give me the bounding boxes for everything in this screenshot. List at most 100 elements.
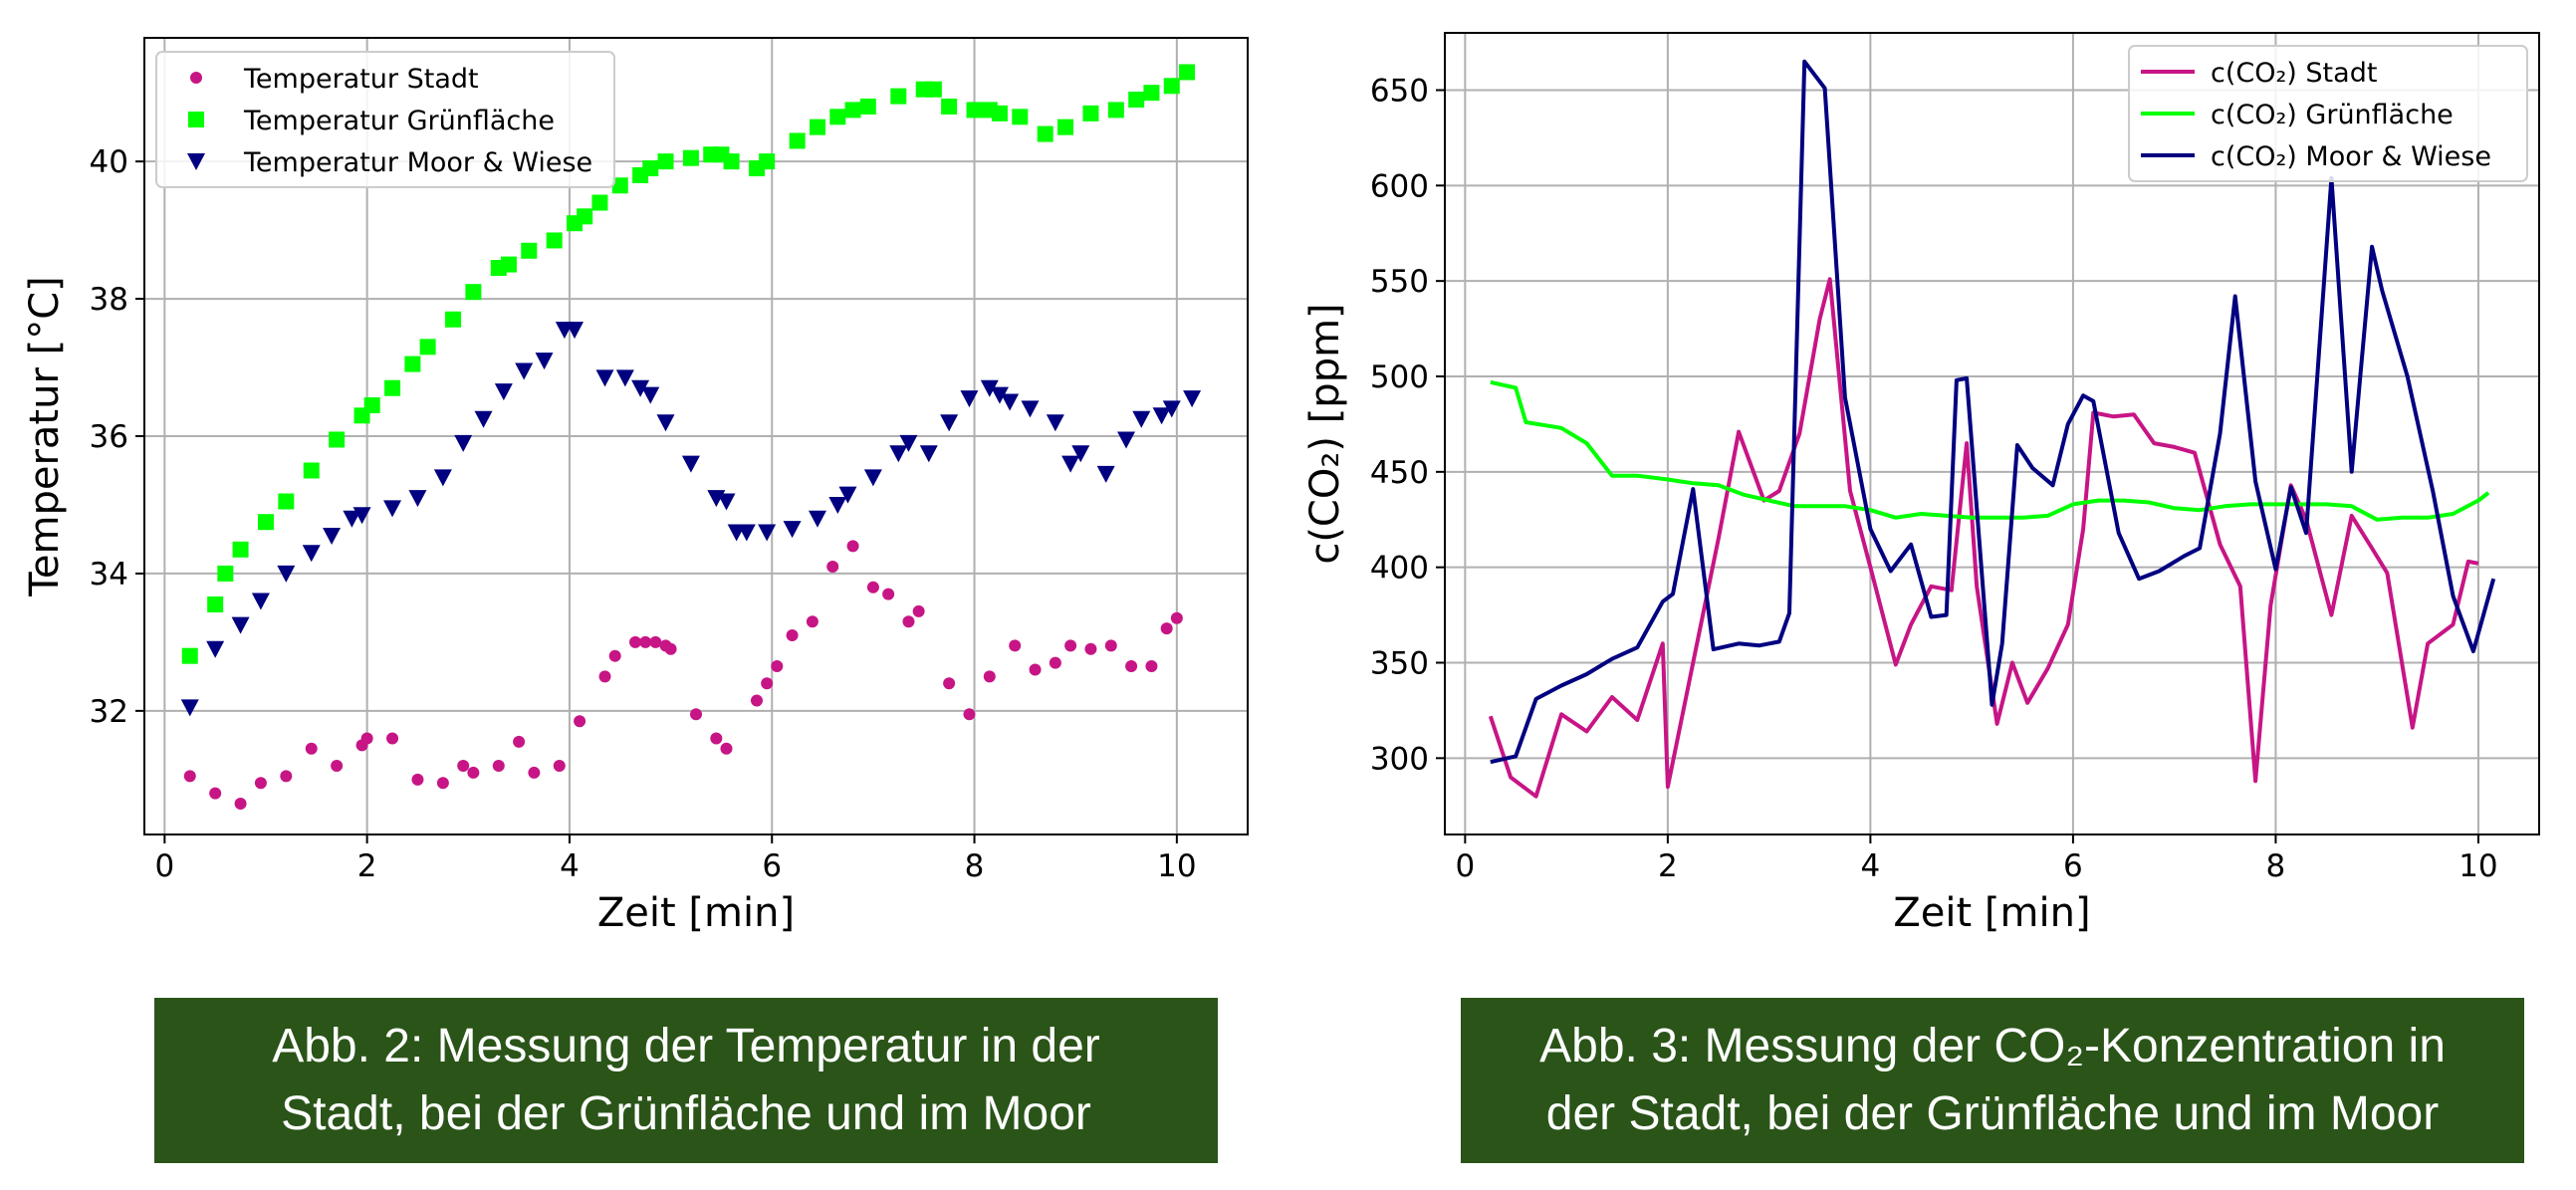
data-point: [1160, 622, 1173, 635]
data-point: [608, 649, 621, 662]
data-point: [419, 339, 436, 356]
data-point: [329, 431, 346, 448]
legend-box: [2128, 45, 2528, 182]
data-point: [809, 119, 825, 135]
data-point: [1049, 656, 1061, 669]
data-point: [436, 777, 449, 790]
data-point: [759, 153, 776, 170]
data-point: [1107, 102, 1124, 119]
data-point: [980, 379, 999, 397]
data-point: [515, 362, 534, 380]
y-tick-label: 32: [90, 694, 128, 730]
data-point: [919, 445, 938, 463]
data-point: [303, 462, 320, 479]
temperature-chart: 0 2 4 6 8 10 32 34 36 38 40 Zeit [min] Temperatur [°…: [22, 37, 1249, 936]
data-point: [1061, 455, 1080, 473]
data-point: [207, 595, 224, 612]
data-point: [960, 390, 979, 408]
data-point: [838, 486, 857, 504]
data-point: [611, 177, 628, 194]
data-point: [411, 773, 424, 786]
data-point: [789, 132, 806, 149]
data-point: [720, 742, 733, 755]
legend: c(CO₂) Stadt c(CO₂) Grünfläche c(CO₂) Moor…: [2128, 45, 2528, 182]
x-tick-label: 6: [762, 848, 782, 884]
data-point: [912, 604, 925, 617]
data-point: [209, 787, 222, 800]
data-point: [433, 469, 452, 487]
data-point: [383, 500, 402, 518]
series-0: [183, 540, 1183, 810]
data-point: [863, 469, 882, 487]
data-point: [1029, 663, 1042, 676]
data-point: [598, 670, 611, 683]
x-tick-label: 2: [357, 848, 377, 884]
data-point: [231, 616, 250, 634]
data-point: [771, 660, 784, 673]
data-point: [277, 565, 296, 583]
data-point: [386, 732, 399, 745]
data-point: [717, 493, 736, 511]
data-point: [1183, 390, 1202, 408]
data-point: [494, 383, 513, 401]
data-point: [682, 149, 699, 166]
plot-frame: [1444, 32, 2540, 835]
data-point: [474, 410, 493, 428]
data-point: [521, 242, 538, 259]
data-point: [639, 635, 652, 648]
data-point: [1021, 400, 1040, 418]
data-point: [656, 414, 675, 432]
data-point: [1096, 465, 1115, 483]
data-point: [991, 105, 1008, 121]
data-point: [305, 742, 318, 755]
data-point: [710, 732, 723, 745]
data-point: [1064, 639, 1077, 652]
legend-label: Temperatur Stadt: [243, 64, 479, 95]
data-point: [866, 581, 879, 594]
data-point: [500, 256, 517, 273]
data-point: [846, 540, 859, 553]
y-tick-label: 450: [1370, 455, 1429, 491]
data-point: [254, 777, 267, 790]
x-tick-label: 0: [154, 848, 174, 884]
y-tick-label: 34: [90, 557, 128, 593]
data-point: [859, 98, 876, 115]
data-point: [595, 369, 614, 387]
data-point: [577, 208, 593, 225]
x-tick-label: 10: [1157, 848, 1196, 884]
series-0: [1488, 277, 2479, 799]
y-tick-label: 550: [1370, 264, 1429, 300]
y-axis-title: c(CO₂) [ppm]: [1302, 303, 1348, 564]
data-point: [535, 353, 554, 370]
data-point: [1163, 78, 1180, 95]
legend-label: Temperatur Moor & Wiese: [243, 147, 592, 178]
data-point: [664, 642, 677, 655]
data-point: [681, 455, 700, 473]
data-point: [899, 434, 918, 452]
data-point: [1143, 85, 1160, 102]
data-point: [889, 445, 908, 463]
data-point: [642, 160, 659, 177]
x-tick-label: 10: [2459, 848, 2497, 884]
figure-2-caption-text: Abb. 2: Messung der Temperatur in der St…: [272, 1020, 1100, 1140]
data-point: [513, 735, 526, 748]
data-point: [690, 708, 702, 721]
data-point: [1117, 431, 1136, 449]
y-tick-label: 500: [1370, 359, 1429, 395]
data-point: [1071, 445, 1090, 463]
data-point: [232, 541, 249, 558]
y-tick-label: 650: [1370, 74, 1429, 110]
x-axis-title: Zeit [min]: [597, 890, 795, 936]
data-point: [657, 153, 674, 170]
data-point: [528, 766, 541, 779]
data-point: [1162, 400, 1181, 418]
data-point: [574, 715, 586, 728]
data-point: [546, 232, 563, 249]
data-point: [1012, 109, 1029, 125]
data-point: [750, 694, 763, 707]
legend-label: c(CO₂) Moor & Wiese: [2211, 141, 2491, 172]
y-tick-label: 600: [1370, 168, 1429, 204]
series-line: [1490, 379, 2490, 522]
data-point: [808, 510, 826, 528]
y-tick-label: 38: [90, 282, 128, 318]
